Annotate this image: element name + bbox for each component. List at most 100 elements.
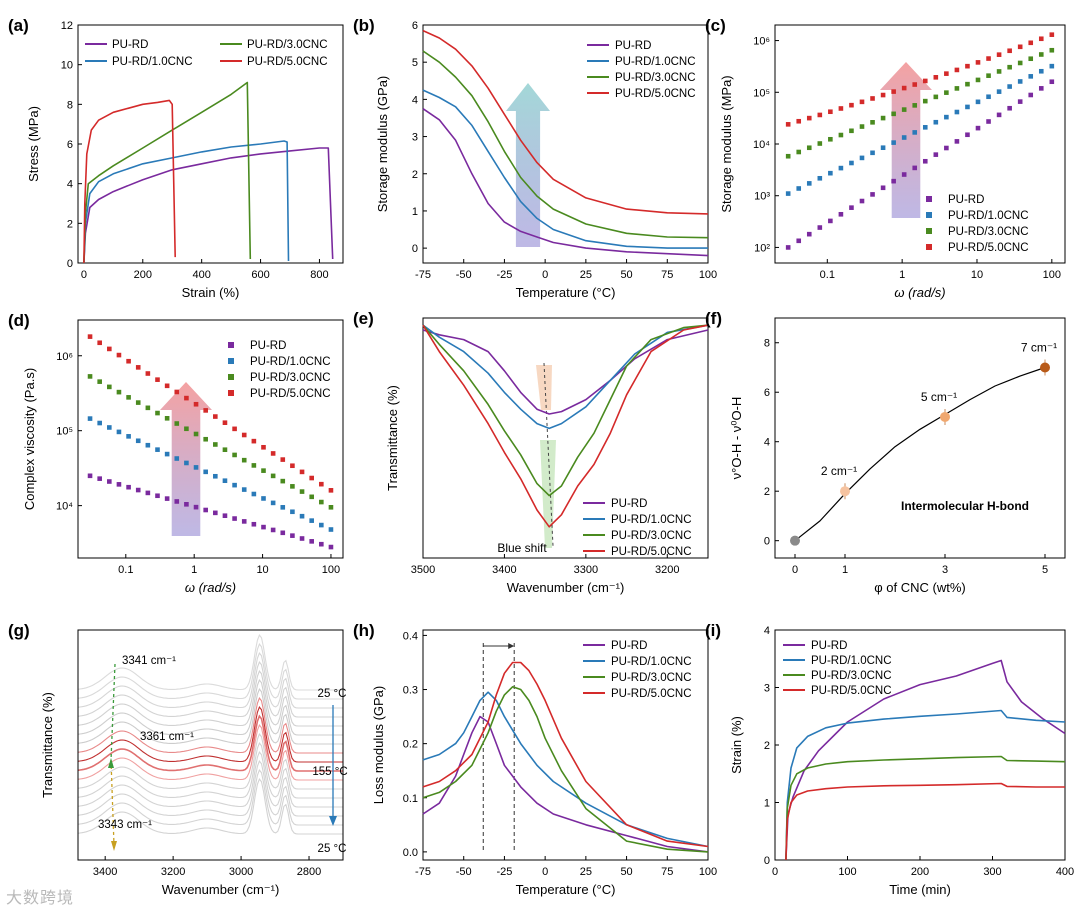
spectrum-trace <box>77 759 343 817</box>
data-point <box>261 524 266 530</box>
peak-arrow <box>108 758 114 768</box>
data-point <box>965 132 970 138</box>
y-tick-label: 0.1 <box>403 793 418 805</box>
y-tick-label: 4 <box>412 94 418 106</box>
data-point <box>241 457 247 463</box>
y-tick-label: 10² <box>754 242 770 254</box>
x-tick-label: 400 <box>192 269 210 281</box>
legend-label: PU-RD/1.0CNC <box>250 356 331 368</box>
data-point <box>1028 92 1034 98</box>
data-point <box>290 484 295 489</box>
data-point <box>933 75 939 80</box>
data-point <box>261 468 266 473</box>
data-point <box>817 225 823 230</box>
y-tick-label: 10⁵ <box>56 426 73 438</box>
data-point <box>87 473 93 479</box>
data-point <box>996 89 1002 94</box>
data-point <box>1007 64 1012 70</box>
y-tick-label: 10⁵ <box>753 87 770 99</box>
series-line <box>83 140 290 264</box>
y-axis-label: Storage modulus (MPa) <box>719 75 734 212</box>
legend-label: PU-RD/5.0CNC <box>250 388 331 400</box>
data-point <box>790 535 800 546</box>
data-point <box>261 496 266 501</box>
series-line <box>422 685 709 853</box>
legend-label: PU-RD/5.0CNC <box>948 242 1029 254</box>
x-tick-label: 0.1 <box>820 269 835 281</box>
spectrum-trace <box>77 777 343 835</box>
x-axis-label: ω (rad/s) <box>185 580 236 595</box>
x-tick-label: 3200 <box>655 564 679 576</box>
x-tick-label: 0.1 <box>118 564 133 576</box>
data-point <box>1028 40 1034 46</box>
series-line <box>422 691 709 848</box>
data-point <box>806 181 812 186</box>
data-point <box>107 425 112 430</box>
data-point <box>1028 56 1034 62</box>
data-point <box>290 463 295 469</box>
data-point <box>1028 74 1034 79</box>
data-point <box>145 405 151 411</box>
y-axis-label: ν°O-H - ν⁰O-H <box>729 397 744 480</box>
series-line <box>422 108 709 257</box>
data-point <box>796 238 802 244</box>
data-point <box>965 81 970 87</box>
x-tick-label: 50 <box>620 866 632 878</box>
series-line <box>785 709 1066 861</box>
data-point <box>319 499 324 505</box>
data-point <box>116 352 122 358</box>
legend-marker <box>228 390 234 396</box>
data-point <box>309 539 314 544</box>
x-axis-label: Strain (%) <box>182 285 240 300</box>
panel-h: -75 -50 -25 0 25 50 75 100 0.0 0.1 0.2 0.3 0.4 Temper… <box>353 621 717 897</box>
data-point <box>996 52 1002 57</box>
data-point <box>280 530 286 536</box>
data-point <box>145 490 151 496</box>
data-point <box>261 444 266 450</box>
data-point <box>184 502 189 507</box>
panel-f: 0 1 3 5 0 2 4 6 8 φ of CNC (wt%) ν°O-H - ν⁰O-H (f) 2… <box>705 309 1066 595</box>
legend-label: PU-RD/1.0CNC <box>811 655 892 667</box>
data-point <box>828 170 833 176</box>
data-point <box>126 484 131 490</box>
y-tick-label: 0 <box>764 855 770 867</box>
spectrum-trace <box>77 651 343 709</box>
panel-label: (h) <box>353 621 375 640</box>
series-line <box>422 324 709 528</box>
data-point <box>817 175 823 181</box>
legend-label: PU-RD/3.0CNC <box>247 39 328 51</box>
data-point <box>933 119 939 125</box>
y-tick-label: 0 <box>67 258 73 270</box>
x-tick-label: 25 <box>580 866 592 878</box>
series-line <box>785 782 1065 861</box>
data-point <box>859 198 865 204</box>
data-point <box>1038 36 1044 42</box>
data-point <box>965 104 970 110</box>
data-point <box>184 460 189 466</box>
data-point <box>107 384 112 390</box>
data-point <box>203 436 208 442</box>
data-point <box>975 125 981 131</box>
y-axis-label: Transmittance (%) <box>40 692 55 798</box>
point-label: 7 cm⁻¹ <box>1021 340 1057 354</box>
data-point <box>290 533 295 538</box>
panel-label: (i) <box>705 621 721 640</box>
spectrum-trace <box>77 750 343 808</box>
watermark: 大数跨境 <box>6 890 75 907</box>
data-point <box>806 231 812 237</box>
data-point <box>328 527 334 532</box>
series-line <box>422 29 709 215</box>
y-axis-label: Stress (MPa) <box>26 106 41 182</box>
y-axis-label: Loss modulus (GPa) <box>371 686 386 805</box>
series-line <box>422 89 708 249</box>
annotation-blue-shift: Blue shift <box>497 541 547 555</box>
data-point <box>975 77 981 83</box>
x-tick-label: 10 <box>971 269 983 281</box>
legend-label: PU-RD/5.0CNC <box>611 546 692 558</box>
legend-label: PU-RD/3.0CNC <box>611 530 692 542</box>
trend-arrow <box>880 62 932 218</box>
data-point <box>954 86 960 91</box>
legend-label: PU-RD <box>250 340 286 352</box>
y-tick-label: 3 <box>412 132 418 144</box>
spectrum-trace <box>77 714 343 772</box>
